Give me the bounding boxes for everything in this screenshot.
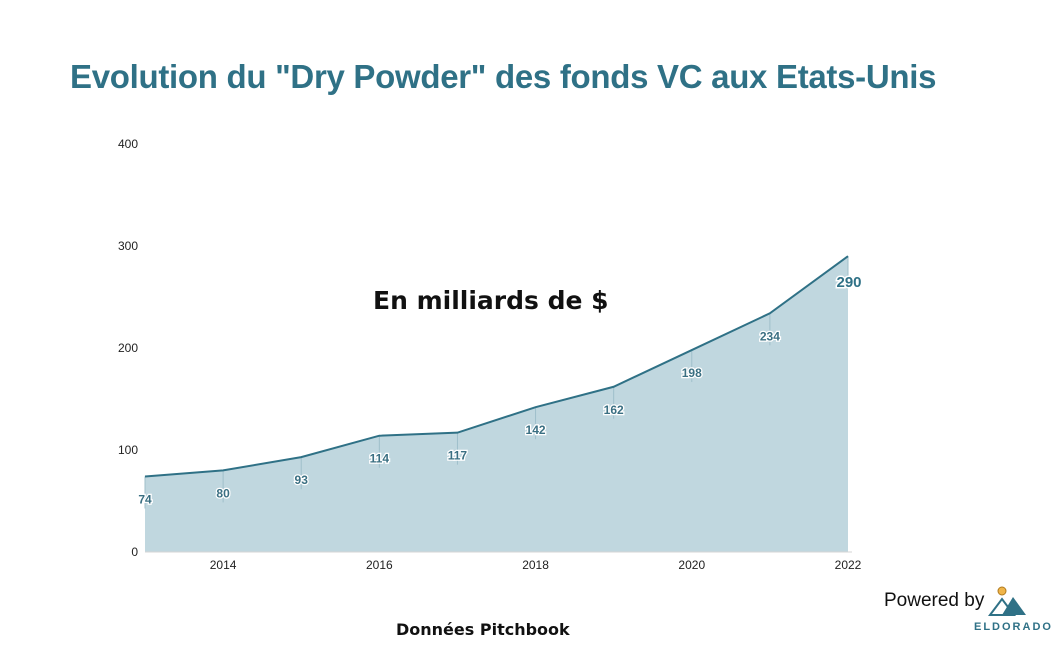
chart-title: Evolution du "Dry Powder" des fonds VC a… <box>70 58 937 95</box>
brand-name: ELDORADO <box>974 621 1053 633</box>
powered-by-label: Powered by <box>884 590 985 611</box>
series-line <box>144 255 849 478</box>
source-note: Données Pitchbook <box>396 620 570 639</box>
data-label: 162 <box>604 403 624 417</box>
unit-annotation: En milliards de $ <box>373 286 609 315</box>
data-label: 142 <box>526 423 546 437</box>
x-tick-label: 2016 <box>366 558 393 572</box>
x-tick-label: 2014 <box>210 558 237 572</box>
y-tick-label: 0 <box>131 545 138 559</box>
y-tick-label: 100 <box>118 443 138 457</box>
mountain-sun-icon <box>988 586 1026 616</box>
data-label: 198 <box>682 366 702 380</box>
data-label: 290 <box>836 274 861 291</box>
x-tick-label: 2022 <box>835 558 862 572</box>
data-label: 80 <box>216 486 230 500</box>
data-label: 74 <box>138 493 152 507</box>
x-tick-label: 2018 <box>522 558 549 572</box>
y-tick-label: 300 <box>118 239 138 253</box>
data-label: 114 <box>370 452 390 466</box>
y-tick-label: 200 <box>118 341 138 355</box>
data-label: 93 <box>295 473 309 487</box>
y-tick-label: 400 <box>118 137 138 151</box>
x-tick-label: 2020 <box>678 558 705 572</box>
series-area <box>145 256 848 552</box>
data-label: 234 <box>760 329 780 343</box>
data-label: 117 <box>448 449 468 463</box>
